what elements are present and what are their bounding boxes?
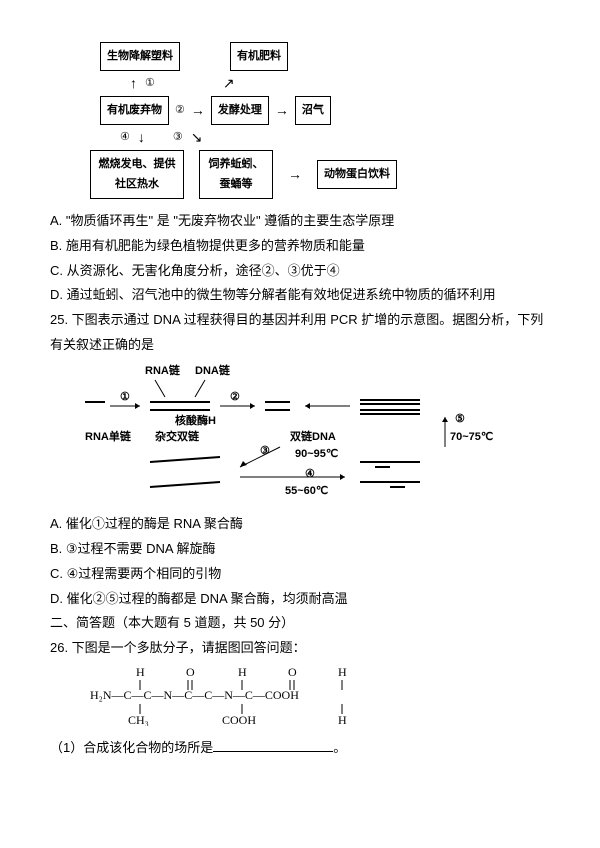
- box: 燃烧发电、提供社区热水: [90, 150, 184, 200]
- question-25: 25. 下图表示通过 DNA 过程获得目的基因并利用 PCR 扩增的示意图。据图…: [50, 308, 550, 357]
- label: RNA链: [145, 363, 181, 377]
- q25-option-c: C. ④过程需要两个相同的引物: [50, 562, 550, 587]
- question-26-1: （1）合成该化合物的场所是 。: [50, 736, 550, 761]
- option-a: A. "物质循环再生" 是 "无废弃物农业" 遵循的主要生态学原理: [50, 209, 550, 234]
- option-d: D. 通过蚯蚓、沼气池中的微生物等分解者能有效地促进系统中物质的循环利用: [50, 283, 550, 308]
- label: 90~95℃: [295, 448, 338, 460]
- box: 饲养蚯蚓、蚕蛹等: [199, 150, 273, 200]
- arrow: ↘: [191, 130, 203, 144]
- arrow: →: [288, 161, 302, 188]
- num: ②: [230, 391, 240, 403]
- num: ②: [175, 100, 185, 121]
- diagram-2: RNA链 DNA链 核酸酶H ① ② RNA单链 杂交双链 双链DNA 70~7…: [80, 362, 550, 502]
- label: 杂交双链: [155, 429, 200, 443]
- label: RNA单链: [85, 429, 132, 443]
- label: 双链DNA: [290, 429, 336, 443]
- peptide-formula: H O H O H H₂N—C—C—N—C—C—N—C—COOH CH₃ COOH H: [90, 666, 550, 726]
- box: 生物降解塑料: [100, 42, 180, 71]
- svg-text:H: H: [338, 713, 347, 726]
- num: ③: [260, 445, 270, 457]
- option-b: B. 施用有机肥能为绿色植物提供更多的营养物质和能量: [50, 234, 550, 259]
- box: 有机废弃物: [100, 96, 169, 125]
- num: ⑤: [455, 413, 465, 425]
- q26-1-text: （1）合成该化合物的场所是: [50, 740, 213, 755]
- num: ④: [305, 468, 315, 480]
- arrow: ↗: [223, 76, 235, 90]
- q25-option-d: D. 催化②⑤过程的酶都是 DNA 聚合酶，均须耐高温: [50, 587, 550, 612]
- label: 70~75℃: [450, 431, 493, 443]
- box: 有机肥料: [230, 42, 288, 71]
- option-c: C. 从资源化、无害化角度分析，途径②、③优于④: [50, 259, 550, 284]
- svg-text:H₂N—C—C—N—C—C—N—C—COOH: H₂N—C—C—N—C—C—N—C—COOH: [90, 688, 299, 702]
- svg-text:H: H: [338, 666, 347, 679]
- question-26: 26. 下图是一个多肽分子，请据图回答问题：: [50, 636, 550, 661]
- box: 发酵处理: [211, 96, 269, 125]
- svg-text:COOH: COOH: [222, 713, 256, 726]
- svg-text:H: H: [136, 666, 145, 679]
- svg-text:O: O: [186, 666, 195, 679]
- num: ①: [120, 391, 130, 403]
- pcr-diagram: RNA链 DNA链 核酸酶H ① ② RNA单链 杂交双链 双链DNA 70~7…: [80, 362, 520, 502]
- answer-blank[interactable]: [213, 737, 333, 752]
- q25-option-a: A. 催化①过程的酶是 RNA 聚合酶: [50, 512, 550, 537]
- arrow: →: [275, 97, 289, 124]
- box: 沼气: [295, 96, 331, 125]
- label: 核酸酶H: [175, 413, 216, 427]
- svg-text:H: H: [238, 666, 247, 679]
- diagram-1: 生物降解塑料 有机肥料 ↑ ① ↗ 有机废弃物 ② → 发酵处理 → 沼气 ④ …: [90, 42, 420, 199]
- arrow: ↓: [138, 130, 145, 144]
- label: DNA链: [195, 363, 231, 377]
- section-2: 二、简答题（本大题有 5 道题，共 50 分）: [50, 611, 550, 636]
- num: ③: [173, 127, 183, 148]
- label: 55~60℃: [285, 485, 328, 497]
- exam-page: 生物降解塑料 有机肥料 ↑ ① ↗ 有机废弃物 ② → 发酵处理 → 沼气 ④ …: [0, 0, 600, 848]
- arrow: ↑: [130, 76, 137, 90]
- q26-1-end: 。: [333, 740, 346, 755]
- q25-option-b: B. ③过程不需要 DNA 解旋酶: [50, 537, 550, 562]
- num: ①: [145, 73, 155, 94]
- arrow: →: [191, 97, 205, 124]
- box: 动物蛋白饮料: [317, 160, 397, 189]
- num: ④: [120, 127, 130, 148]
- svg-text:CH₃: CH₃: [128, 713, 149, 726]
- svg-text:O: O: [288, 666, 297, 679]
